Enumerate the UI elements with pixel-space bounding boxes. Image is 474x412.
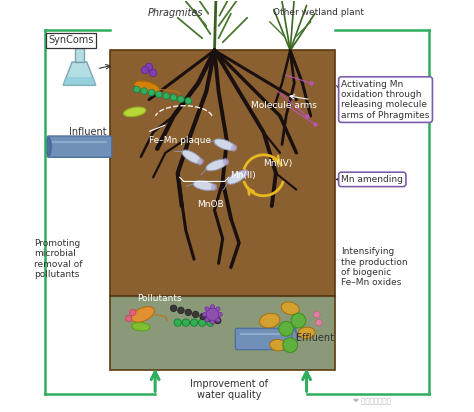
Circle shape (205, 307, 209, 311)
Ellipse shape (134, 81, 160, 94)
Circle shape (279, 321, 293, 336)
Ellipse shape (292, 330, 297, 348)
Circle shape (129, 309, 136, 316)
Ellipse shape (270, 339, 286, 351)
Circle shape (316, 319, 322, 326)
Text: Molecule arms: Molecule arms (251, 101, 317, 110)
Circle shape (141, 66, 149, 74)
Circle shape (148, 89, 155, 96)
Text: SynComs: SynComs (48, 35, 94, 45)
Circle shape (191, 319, 198, 326)
Text: Mn(II): Mn(II) (230, 171, 256, 180)
Circle shape (313, 311, 320, 318)
Polygon shape (63, 77, 96, 85)
Text: Improvement of
water quality: Improvement of water quality (190, 379, 268, 400)
Text: Intensifying
the production
of biogenic
Fe–Mn oxides: Intensifying the production of biogenic … (341, 247, 408, 288)
Circle shape (216, 318, 220, 322)
Circle shape (218, 312, 222, 316)
Circle shape (146, 63, 153, 70)
Bar (75, 49, 83, 62)
Circle shape (202, 312, 207, 316)
Circle shape (174, 319, 182, 326)
Circle shape (125, 315, 132, 322)
Text: Effluent: Effluent (296, 333, 334, 343)
Circle shape (141, 88, 147, 94)
Text: Fe–Mn plaque: Fe–Mn plaque (149, 136, 211, 145)
Ellipse shape (182, 150, 202, 164)
Circle shape (215, 317, 221, 324)
Text: Other wetland plant: Other wetland plant (273, 7, 365, 16)
Ellipse shape (227, 171, 247, 184)
Ellipse shape (206, 159, 227, 171)
Polygon shape (110, 51, 335, 296)
Text: Phragmites: Phragmites (148, 7, 203, 18)
Circle shape (199, 319, 206, 326)
Ellipse shape (281, 302, 299, 315)
Circle shape (185, 309, 191, 316)
Circle shape (283, 338, 298, 353)
Ellipse shape (223, 158, 229, 165)
Circle shape (192, 311, 199, 318)
Text: Activating Mn
oxidation through
releasing molecule
arms of Phragmites: Activating Mn oxidation through releasin… (341, 80, 430, 120)
Circle shape (206, 308, 219, 321)
Text: ❤ 中国工程院院刊: ❤ 中国工程院院刊 (353, 398, 391, 405)
Circle shape (291, 313, 306, 328)
Polygon shape (110, 296, 335, 370)
Ellipse shape (124, 107, 146, 117)
FancyBboxPatch shape (47, 136, 112, 157)
Circle shape (200, 313, 206, 320)
Circle shape (134, 86, 140, 93)
Circle shape (210, 320, 215, 324)
Circle shape (170, 94, 177, 101)
Text: Pollutants: Pollutants (137, 294, 182, 302)
Text: Influent: Influent (69, 127, 107, 137)
Ellipse shape (132, 323, 150, 331)
Circle shape (207, 315, 214, 322)
Circle shape (178, 96, 184, 103)
Text: MnOB: MnOB (197, 200, 224, 209)
Circle shape (182, 319, 190, 326)
Circle shape (216, 307, 220, 311)
Ellipse shape (242, 169, 249, 176)
Text: Mn amending: Mn amending (341, 175, 403, 184)
Circle shape (185, 98, 191, 104)
FancyBboxPatch shape (236, 328, 296, 350)
Circle shape (149, 69, 157, 77)
Ellipse shape (260, 313, 280, 328)
Circle shape (155, 91, 162, 98)
Circle shape (178, 307, 184, 314)
Polygon shape (63, 62, 96, 85)
Text: Mn(IV): Mn(IV) (263, 159, 292, 168)
Ellipse shape (298, 327, 315, 339)
Circle shape (210, 304, 215, 309)
Circle shape (205, 318, 209, 322)
Ellipse shape (231, 144, 237, 152)
Ellipse shape (131, 307, 155, 322)
Ellipse shape (46, 138, 51, 156)
Ellipse shape (197, 158, 204, 165)
Ellipse shape (193, 181, 215, 190)
Ellipse shape (214, 139, 236, 150)
Circle shape (170, 305, 177, 311)
Ellipse shape (211, 184, 217, 191)
Text: Promoting
microbial
removal of
pollutants: Promoting microbial removal of pollutant… (35, 239, 83, 279)
Circle shape (207, 319, 214, 326)
Circle shape (163, 93, 170, 99)
